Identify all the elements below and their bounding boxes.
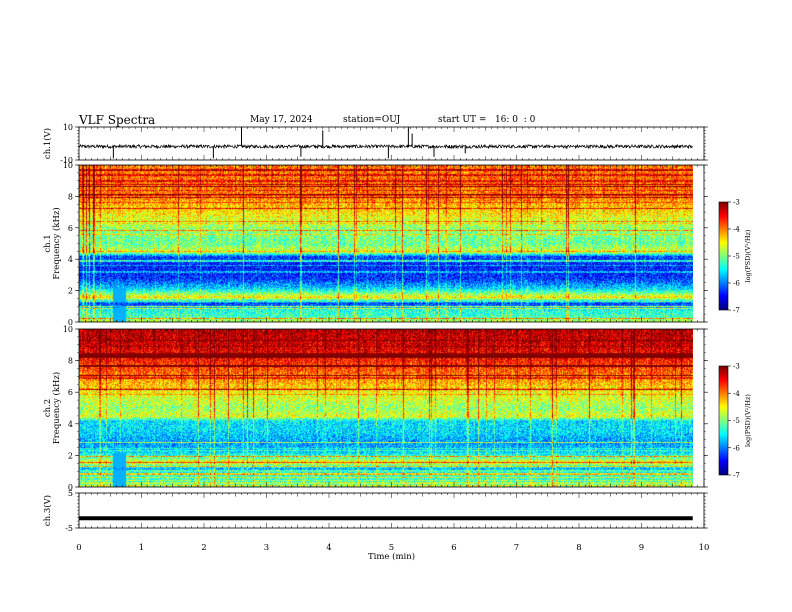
y-tick-label: 4 xyxy=(68,420,73,429)
y-axis-label: ch.1(V) xyxy=(42,128,53,159)
colorbar-tick-label: -3 xyxy=(733,199,740,207)
y-tick-label: -10 xyxy=(60,156,73,165)
start-time-label: start UT = 16: 0 : 0 xyxy=(438,115,536,125)
y-tick-label: 6 xyxy=(68,388,73,397)
x-tick-label: 4 xyxy=(326,543,331,553)
colorbar-tick-label: -3 xyxy=(733,363,740,371)
y-tick-label: 10 xyxy=(63,161,73,170)
y-tick-label: 6 xyxy=(68,224,73,233)
colorbar-tick-label: -7 xyxy=(733,307,740,315)
panel-frame xyxy=(78,492,705,529)
y-axis-label: ch.1 xyxy=(43,234,53,252)
colorbar-tick-label: -5 xyxy=(733,253,740,261)
y-tick-label: 10 xyxy=(63,325,73,334)
x-tick-label: 9 xyxy=(639,543,644,553)
x-tick-label: 5 xyxy=(389,543,394,553)
x-tick-label: 10 xyxy=(699,543,710,553)
colorbar-tick-label: -6 xyxy=(733,280,740,288)
y-tick-label: 2 xyxy=(68,287,73,296)
spectrogram-ch2 xyxy=(79,329,693,487)
y-tick-label: 4 xyxy=(68,255,73,264)
y-tick-label: 0 xyxy=(68,318,73,327)
axes: -3 -4 -5 -6 -7 log(PSD)(V²/Hz) -3 -4 -5 -6 -7 log(P… xyxy=(42,123,752,562)
y-tick-label: 5 xyxy=(68,489,73,498)
x-tick-label: 7 xyxy=(514,543,519,553)
x-tick-label: 6 xyxy=(451,543,456,553)
station-label: station=OUJ xyxy=(343,115,401,125)
y-tick-label: -5 xyxy=(65,524,73,533)
x-axis-label: Time (min) xyxy=(368,551,415,562)
spectrogram-ch1 xyxy=(79,165,693,322)
x-tick-label: 8 xyxy=(576,543,581,553)
panels xyxy=(78,127,693,521)
x-tick-label: 2 xyxy=(201,543,206,553)
y-tick-label: 0 xyxy=(68,483,73,492)
date-label: May 17, 2024 xyxy=(250,115,313,125)
y-tick-label: 10 xyxy=(63,123,73,132)
x-tick-label: 1 xyxy=(139,543,144,553)
colorbar-tick-label: -5 xyxy=(733,417,740,425)
y-tick-label: 2 xyxy=(68,451,73,460)
colorbar-tick-label: -7 xyxy=(733,472,740,480)
colorbar-tick-label: -4 xyxy=(733,390,740,398)
colorbar xyxy=(719,366,728,475)
y-tick-label: 8 xyxy=(68,192,73,201)
x-tick-label: 3 xyxy=(264,543,269,553)
x-tick-label: 0 xyxy=(76,543,81,553)
y-axis-label: ch.2 xyxy=(43,399,53,417)
y-tick-label: 8 xyxy=(68,357,73,366)
colorbar-label: log(PSD)(V²/Hz) xyxy=(744,394,752,447)
colorbar xyxy=(719,202,728,310)
y-axis-label: ch.3(V) xyxy=(42,495,53,526)
y-axis-label: Frequency (kHz) xyxy=(51,372,62,444)
y-axis-label: Frequency (kHz) xyxy=(51,207,62,279)
colorbar-label: log(PSD)(V²/Hz) xyxy=(744,229,752,282)
colorbar-tick-label: -4 xyxy=(733,226,740,234)
colorbar-tick-label: -6 xyxy=(733,444,740,452)
figure-title: VLF Spectra xyxy=(79,113,156,127)
ch1-waveform xyxy=(78,143,693,150)
